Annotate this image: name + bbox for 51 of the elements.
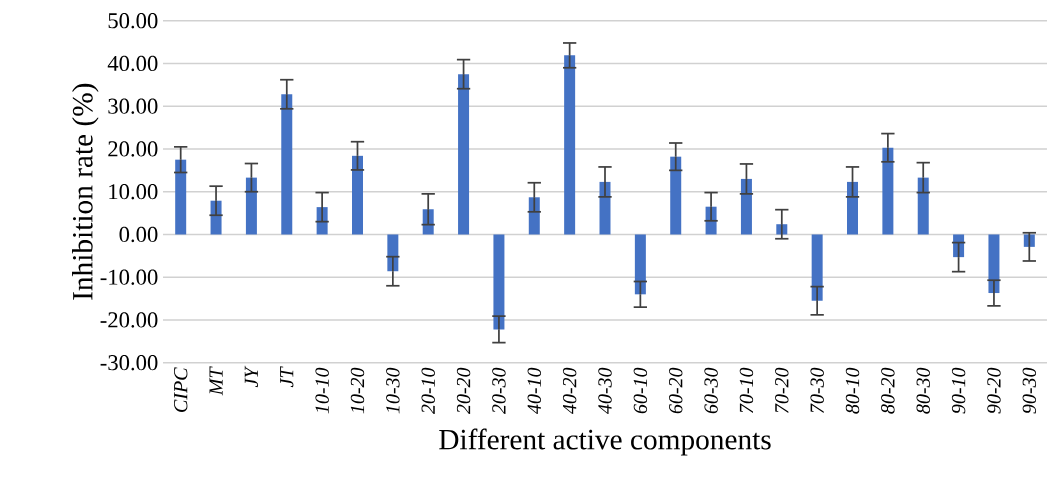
y-axis-title: Inhibition rate (%)	[72, 83, 99, 300]
y-tick-label: -20.00	[100, 312, 158, 328]
x-tick-label: MT	[209, 366, 223, 396]
bar	[847, 181, 859, 235]
x-tick-label: 90-20	[987, 367, 1001, 414]
x-tick-label: 80-20	[881, 367, 895, 414]
bar	[917, 177, 929, 235]
y-tick-label: 10.00	[109, 184, 158, 200]
bar	[351, 155, 363, 235]
x-tick-label: 40-30	[598, 367, 612, 415]
y-tick-label: 30.00	[108, 98, 158, 114]
bar	[458, 74, 470, 235]
x-tick-label: 20-10	[421, 367, 435, 415]
bar	[175, 159, 187, 235]
x-axis-title: Different active components	[439, 428, 771, 456]
x-tick-label: 90-10	[951, 367, 966, 414]
x-tick-label: 20-20	[456, 367, 471, 415]
bar	[245, 177, 257, 235]
x-tick-label: 80-30	[916, 367, 930, 414]
y-tick-label: -10.00	[100, 269, 158, 285]
bar	[493, 234, 505, 330]
x-tick-label: JT	[280, 366, 294, 388]
x-tick-label: 60-20	[668, 367, 683, 414]
y-tick-label: 50.00	[108, 13, 158, 29]
x-tick-label: 80-10	[845, 367, 860, 414]
bar	[988, 234, 1000, 294]
x-tick-label: JY	[244, 365, 259, 388]
y-tick-label: -30.00	[100, 355, 158, 371]
x-tick-label: 70-10	[739, 367, 754, 413]
bar	[811, 234, 823, 301]
x-tick-label: 40-20	[562, 367, 577, 415]
x-tick-label: 10-10	[315, 367, 329, 414]
bar	[740, 178, 752, 235]
bar	[882, 147, 894, 235]
x-tick-label: 60-30	[704, 367, 718, 414]
bar	[564, 55, 576, 235]
x-tick-label: 90-30	[1022, 367, 1037, 414]
x-tick-label: 10-20	[350, 367, 365, 414]
y-tick-label: 20.00	[108, 141, 158, 157]
x-tick-label: 60-10	[633, 367, 648, 414]
x-tick-label: 20-30	[492, 367, 506, 415]
bar	[634, 234, 646, 295]
x-tick-label: 10-30	[386, 367, 400, 414]
x-tick-label: 70-20	[775, 367, 789, 413]
bar	[670, 156, 682, 235]
bar	[281, 94, 293, 235]
x-tick-label: CIPC	[173, 367, 188, 412]
x-tick-label: 40-10	[527, 367, 542, 415]
y-tick-label: 40.00	[107, 55, 158, 72]
x-tick-label: 70-30	[810, 367, 824, 413]
y-tick-label: 0.00	[119, 226, 158, 243]
